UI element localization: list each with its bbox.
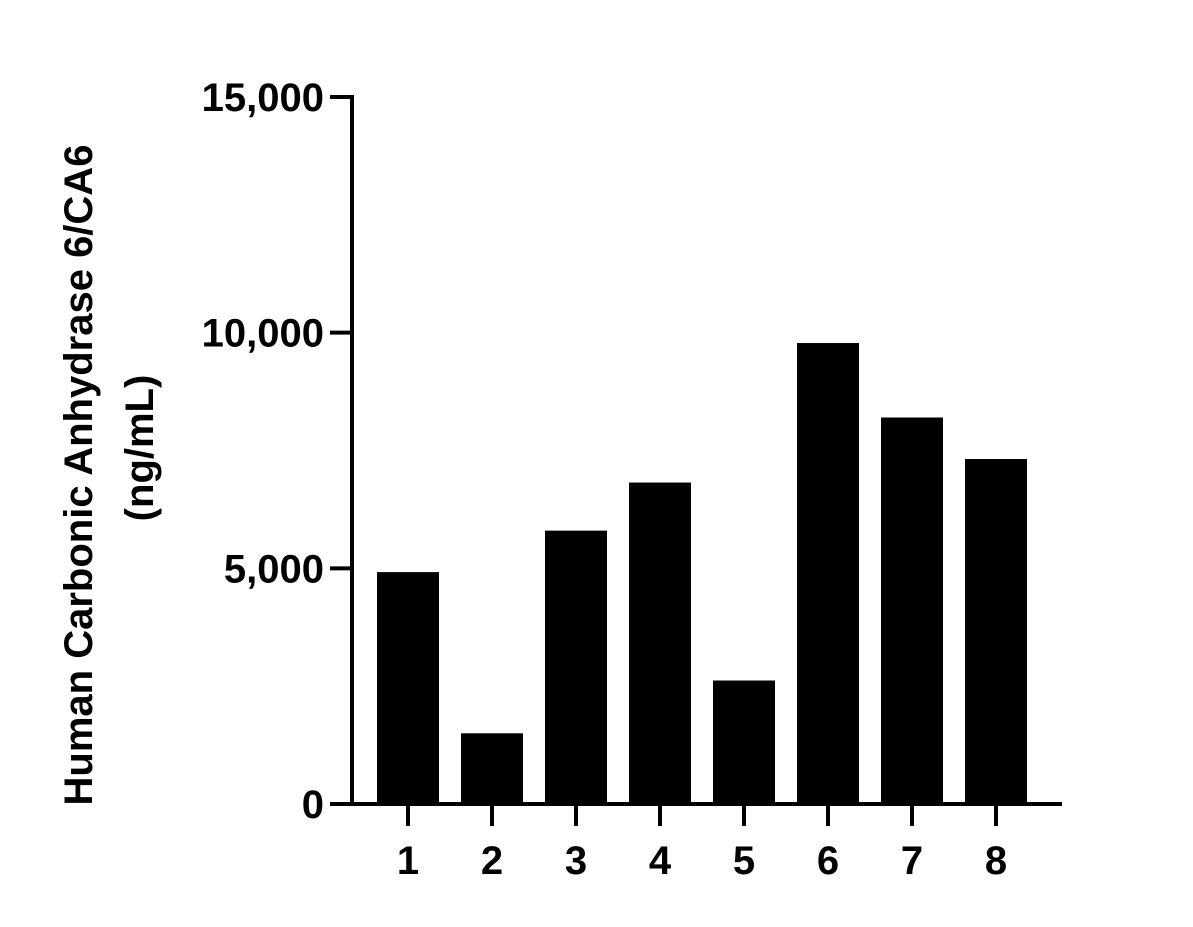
bar-8: [965, 458, 1027, 804]
x-axis-ticks: 1 2 3 4 5 6 7 8: [397, 804, 1007, 883]
y-axis-label-line1: Human Carbonic Anhydrase 6/CA6: [57, 145, 101, 806]
x-tick-label: 4: [649, 839, 672, 883]
axes: [350, 95, 1062, 806]
x-tick-label: 6: [817, 839, 839, 883]
bars: [377, 343, 1027, 804]
bar-4: [629, 482, 691, 804]
y-axis-label-line2: (ng/mL): [118, 375, 162, 522]
bar-2: [461, 733, 523, 804]
x-tick-label: 8: [985, 839, 1007, 883]
bar-1: [377, 572, 439, 804]
x-tick-label: 3: [565, 839, 587, 883]
bar-3: [545, 530, 607, 804]
bar-6: [797, 343, 859, 804]
x-tick-label: 5: [733, 839, 755, 883]
y-tick-label: 0: [302, 783, 324, 827]
x-tick-label: 2: [481, 839, 503, 883]
bar-5: [713, 680, 775, 804]
y-axis-ticks: 0 5,000 10,000 15,000: [202, 76, 352, 827]
x-tick-label: 1: [397, 839, 419, 883]
bar-7: [881, 417, 943, 804]
y-tick-label: 15,000: [202, 76, 324, 120]
x-tick-label: 7: [901, 839, 923, 883]
y-tick-label: 10,000: [202, 312, 324, 356]
y-tick-label: 5,000: [224, 547, 324, 591]
